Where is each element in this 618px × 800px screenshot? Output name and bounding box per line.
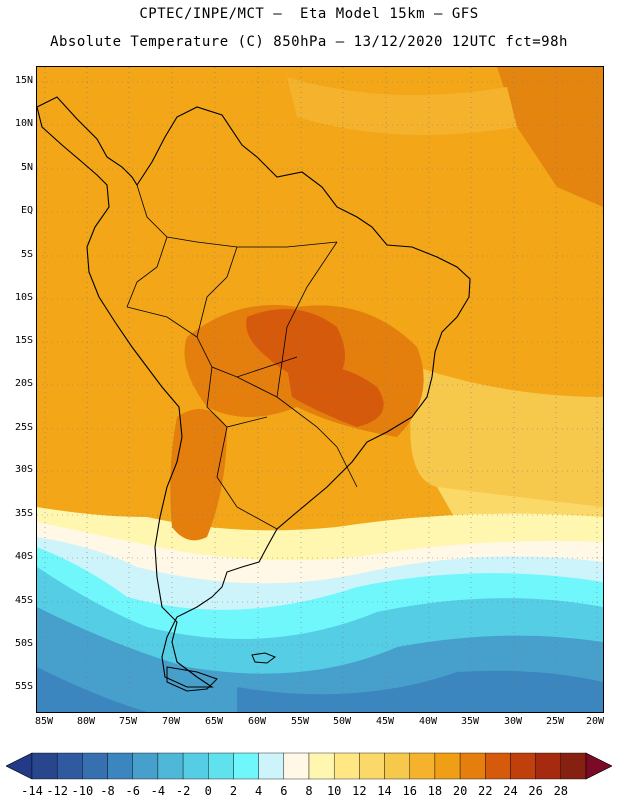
colorbar-cell: [157, 752, 184, 780]
field-yellow-belt: [410, 367, 603, 537]
colorbar-cell: [82, 752, 108, 780]
lat-label-50s: 50S: [14, 638, 33, 649]
colorbar-cell: [333, 752, 360, 780]
lat-label-10s: 10S: [14, 292, 33, 303]
lon-label-80w: 80W: [76, 716, 96, 727]
temperature-map: [36, 66, 604, 713]
colorbar-label: 28: [553, 784, 569, 798]
colorbar-label: -4: [150, 784, 166, 798]
lon-label-45w: 45W: [375, 716, 395, 727]
colorbar-cell: [384, 752, 410, 780]
colorbar-cell: [510, 752, 536, 780]
field-tropical-atlantic: [497, 67, 603, 207]
field-band-minus8-west: [37, 667, 147, 712]
colorbar-cell: [258, 752, 285, 780]
lat-label-55s: 55S: [14, 681, 33, 692]
colorbar-label: 8: [305, 784, 313, 798]
lon-label-55w: 55W: [290, 716, 310, 727]
colorbar-cell: [485, 752, 511, 780]
colorbar-over-arrow: [585, 752, 612, 780]
lon-label-20w: 20W: [585, 716, 605, 727]
colorbar-label: 10: [326, 784, 342, 798]
colorbar-cell: [434, 752, 461, 780]
lat-label-15s: 15S: [14, 335, 33, 346]
colorbar-cell: [535, 752, 562, 780]
colorbar-label: 26: [528, 784, 543, 798]
lat-label-20s: 20S: [14, 378, 33, 389]
title-line-1: CPTEC/INPE/MCT – Eta Model 15km – GFS: [139, 6, 479, 22]
colorbar-label: -2: [175, 784, 191, 798]
colorbar-label: 6: [280, 784, 288, 798]
colorbar-label: 12: [352, 784, 367, 798]
colorbar: [6, 752, 612, 780]
title-line-2: Absolute Temperature (C) 850hPa – 13/12/…: [50, 34, 568, 50]
lat-label-45s: 45S: [14, 595, 33, 606]
colorbar-cell: [359, 752, 385, 780]
colorbar-cell: [132, 752, 159, 780]
colorbar-label: 16: [402, 784, 417, 798]
lat-label-35s: 35S: [14, 508, 33, 519]
colorbar-label: 4: [255, 784, 263, 798]
colorbar-label: 20: [452, 784, 468, 798]
colorbar-label: 22: [478, 784, 493, 798]
lon-label-70w: 70W: [161, 716, 181, 727]
falkland-islands: [251, 652, 277, 664]
map-svg: [37, 67, 603, 712]
colorbar-label: -12: [46, 784, 69, 798]
lat-label-25s: 25S: [14, 422, 33, 433]
colorbar-label: -8: [100, 784, 115, 798]
lon-label-30w: 30W: [503, 716, 523, 727]
colorbar-cell: [409, 752, 436, 780]
lon-label-50w: 50W: [332, 716, 352, 727]
colorbar-label: 14: [377, 784, 392, 798]
colorbar-cell: [233, 752, 259, 780]
lat-label-40s: 40S: [14, 551, 33, 562]
lat-label-5n: 5N: [20, 162, 33, 173]
colorbar-label: -6: [125, 784, 140, 798]
lon-label-60w: 60W: [247, 716, 267, 727]
colorbar-label: 2: [229, 784, 238, 798]
lat-label-30s: 30S: [14, 464, 33, 475]
lon-label-75w: 75W: [118, 716, 138, 727]
country-borders: [126, 184, 358, 530]
field-andes-warm: [170, 409, 227, 541]
colorbar-cell: [459, 752, 486, 780]
colorbar-label: -14: [21, 784, 43, 798]
field-hot-core-2: [287, 364, 384, 427]
lon-label-85w: 85W: [34, 716, 54, 727]
lat-label-5s: 5S: [20, 249, 33, 260]
colorbar-cell: [208, 752, 234, 780]
colorbar-cell: [283, 752, 310, 780]
colorbar-label: 0: [204, 784, 212, 798]
lat-label-15n: 15N: [14, 75, 33, 86]
colorbar-cell: [560, 752, 587, 780]
colorbar-cell: [56, 752, 83, 780]
lat-label-eq: EQ: [20, 205, 33, 216]
field-band-minus8: [237, 670, 603, 712]
lon-label-25w: 25W: [545, 716, 565, 727]
colorbar-cell: [308, 752, 335, 780]
field-north-band: [287, 77, 517, 135]
tierra-del-fuego: [166, 666, 218, 692]
colorbar-label: 24: [503, 784, 518, 798]
colorbar-cell: [31, 752, 58, 780]
colorbar-under-arrow: [6, 752, 33, 780]
lat-label-10n: 10N: [14, 118, 33, 129]
colorbar-cells: [31, 752, 587, 780]
lon-label-35w: 35W: [460, 716, 480, 727]
colorbar-label: -10: [71, 784, 94, 798]
colorbar-cell: [107, 752, 133, 780]
colorbar-label: 18: [427, 784, 443, 798]
colorbar-cell: [182, 752, 209, 780]
lon-label-40w: 40W: [418, 716, 438, 727]
lon-label-65w: 65W: [204, 716, 224, 727]
